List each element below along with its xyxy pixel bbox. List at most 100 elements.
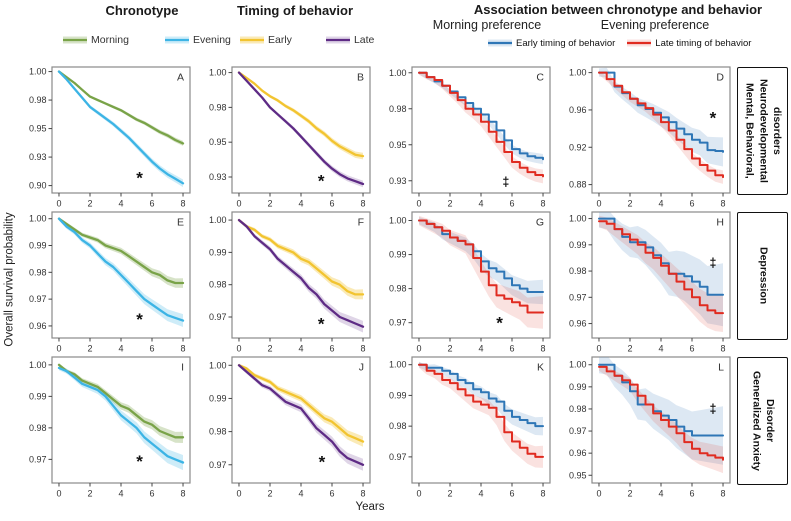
x-tick-label: 0: [236, 199, 241, 209]
legend-item-morning: Morning: [63, 34, 129, 46]
x-tick-label: 6: [330, 344, 335, 354]
panel-I-chart: 1.00 0.99 0.98 0.97 0 2 4 6 8 I *: [29, 356, 191, 499]
ci-band: [239, 218, 363, 333]
significance-marker: ‡: [502, 175, 509, 189]
legend-swatch-icon: [488, 39, 512, 47]
legend-timing: Early Late: [240, 34, 374, 46]
significance-marker: *: [319, 452, 326, 471]
panel-A-chart: 1.00 0.98 0.95 0.93 0.90 0 2 4 6 8 A *: [29, 66, 191, 209]
x-tick-label: 6: [330, 489, 335, 499]
panel-H-chart: 1.00 0.99 0.98 0.97 0.96 0 2 4 6 8 H ‡: [569, 211, 731, 354]
x-tick-label: 4: [298, 199, 303, 209]
survival-curve: [418, 363, 544, 428]
panel-letter: H: [716, 217, 724, 229]
y-tick-label: 0.97: [389, 452, 407, 462]
x-tick-label: 8: [721, 199, 726, 209]
panel-letter: F: [358, 217, 364, 229]
legend-label: Early: [268, 34, 292, 46]
y-tick-label: 0.95: [209, 137, 227, 147]
x-tick-label: 4: [118, 344, 123, 354]
x-tick-label: 6: [690, 199, 695, 209]
y-tick-label: 0.97: [209, 312, 227, 322]
y-tick-label: 0.96: [569, 319, 587, 329]
y-tick-label: 0.98: [209, 427, 227, 437]
x-tick-label: 2: [447, 199, 452, 209]
panel-letter: B: [357, 72, 364, 84]
x-tick-label: 2: [267, 344, 272, 354]
x-tick-label: 0: [596, 199, 601, 209]
x-tick-label: 2: [627, 344, 632, 354]
panel-G-chart: 1.00 0.99 0.98 0.97 0 2 4 6 8 G *: [389, 211, 551, 354]
survival-curve: [598, 220, 724, 315]
x-tick-label: 4: [298, 344, 303, 354]
significance-marker: *: [318, 314, 325, 333]
x-tick-label: 0: [416, 489, 421, 499]
x-tick-label: 2: [627, 199, 632, 209]
survival-curve: [237, 364, 365, 466]
x-tick-label: 0: [416, 344, 421, 354]
y-tick-label: 0.97: [29, 294, 47, 304]
x-tick-label: 8: [541, 489, 546, 499]
column-header-association: Association between chronotype and behav…: [473, 2, 763, 17]
significance-marker: *: [496, 314, 503, 333]
legend-swatch-icon: [627, 39, 652, 47]
legend-label: Evening: [192, 34, 231, 46]
y-tick-label: 0.98: [389, 284, 407, 294]
legend-swatch-icon: [240, 36, 264, 44]
survival-curve: [57, 217, 185, 285]
significance-marker: *: [136, 452, 143, 471]
subheader-evening-preference: Evening preference: [600, 18, 710, 32]
x-tick-label: 8: [361, 199, 366, 209]
x-tick-label: 0: [596, 489, 601, 499]
y-tick-label: 0.92: [569, 142, 587, 152]
panel-letter: K: [537, 362, 544, 374]
y-tick-label: 0.93: [209, 172, 227, 182]
x-tick-label: 8: [721, 344, 726, 354]
x-tick-label: 4: [478, 344, 483, 354]
survival-curve: [237, 71, 365, 158]
x-tick-label: 2: [267, 489, 272, 499]
x-tick-label: 8: [541, 199, 546, 209]
x-tick-label: 6: [690, 489, 695, 499]
y-tick-label: 0.96: [569, 105, 587, 115]
survival-curve: [237, 218, 365, 296]
x-tick-label: 6: [510, 199, 515, 209]
x-tick-label: 0: [416, 199, 421, 209]
x-tick-label: 2: [87, 199, 92, 209]
x-tick-label: 8: [721, 489, 726, 499]
y-tick-label: 0.96: [569, 448, 587, 458]
legend-chronotype: Morning Evening: [63, 34, 231, 46]
panel-D-chart: 1.00 0.96 0.92 0.88 0 2 4 6 8 D *: [569, 66, 731, 209]
significance-marker: *: [136, 310, 143, 329]
y-tick-label: 1.00: [569, 68, 587, 78]
legend-item-late-timing-of-behavior: Late timing of behavior: [627, 37, 751, 49]
y-tick-label: 0.97: [569, 292, 587, 302]
panel-F-chart: 1.00 0.99 0.98 0.97 0 2 4 6 8 F *: [209, 211, 371, 354]
y-tick-label: 1.00: [569, 360, 587, 370]
y-tick-label: 0.97: [29, 454, 47, 464]
survival-curve: [57, 217, 185, 322]
x-tick-label: 6: [150, 344, 155, 354]
panel-K-chart: 1.00 0.99 0.98 0.97 0 2 4 6 8 K: [389, 356, 551, 499]
x-tick-label: 4: [478, 199, 483, 209]
y-tick-label: 1.00: [29, 214, 47, 224]
x-tick-label: 8: [541, 344, 546, 354]
panel-letter: A: [177, 72, 184, 84]
y-tick-label: 0.98: [29, 423, 47, 433]
panel-letter: E: [177, 217, 184, 229]
column-header-timing: Timing of behavior: [236, 3, 354, 18]
panel-letter: J: [359, 362, 364, 374]
legend-label: Late: [353, 34, 375, 46]
y-tick-label: 0.98: [209, 280, 227, 290]
x-tick-label: 8: [181, 489, 186, 499]
legend-item-evening: Evening: [164, 34, 231, 46]
y-tick-label: 1.00: [209, 215, 227, 225]
legend-swatch-icon: [164, 36, 189, 44]
y-tick-label: 1.00: [389, 68, 407, 78]
panel-letter: C: [536, 72, 544, 84]
panel-letter: L: [718, 362, 724, 374]
panel-letter: I: [181, 362, 184, 374]
row-label-box-depression: Depression: [737, 212, 788, 340]
x-tick-label: 4: [658, 199, 663, 209]
